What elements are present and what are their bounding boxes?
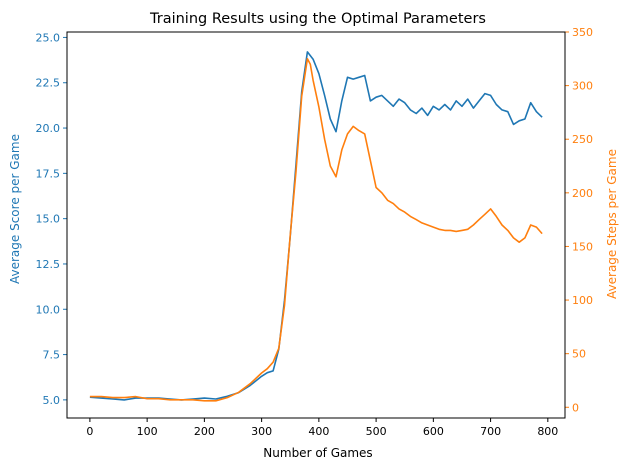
left-tick-label: 7.5 — [43, 349, 61, 362]
right-tick-label: 300 — [572, 80, 593, 93]
left-tick-label: 22.5 — [36, 77, 61, 90]
right-tick-label: 150 — [572, 240, 593, 253]
steps-series-line — [89, 57, 543, 402]
right-tick-label: 200 — [572, 187, 593, 200]
x-tick-label: 600 — [423, 425, 444, 438]
left-tick-label: 15.0 — [36, 213, 61, 226]
left-tick-label: 20.0 — [36, 122, 61, 135]
right-axis-label: Average Steps per Game — [605, 149, 619, 299]
left-tick-label: 5.0 — [43, 394, 61, 407]
x-tick-label: 200 — [194, 425, 215, 438]
left-axis-label: Average Score per Game — [8, 134, 22, 284]
right-tick-label: 250 — [572, 133, 593, 146]
left-tick-label: 12.5 — [36, 258, 61, 271]
x-tick-label: 400 — [308, 425, 329, 438]
x-tick-label: 800 — [537, 425, 558, 438]
x-tick-label: 500 — [366, 425, 387, 438]
right-tick-label: 50 — [572, 348, 586, 361]
x-tick-label: 100 — [137, 425, 158, 438]
x-axis-label: Number of Games — [263, 446, 372, 460]
right-tick-label: 0 — [572, 401, 579, 414]
left-tick-label: 17.5 — [36, 167, 61, 180]
score-series-line — [89, 51, 543, 401]
x-tick-label: 700 — [480, 425, 501, 438]
x-tick-label: 300 — [251, 425, 272, 438]
right-tick-label: 350 — [572, 26, 593, 39]
x-tick-label: 0 — [86, 425, 93, 438]
left-tick-label: 25.0 — [36, 31, 61, 44]
left-tick-label: 10.0 — [36, 303, 61, 316]
chart-title: Training Results using the Optimal Param… — [149, 11, 486, 27]
right-tick-label: 100 — [572, 294, 593, 307]
plot-frame — [66, 31, 566, 419]
